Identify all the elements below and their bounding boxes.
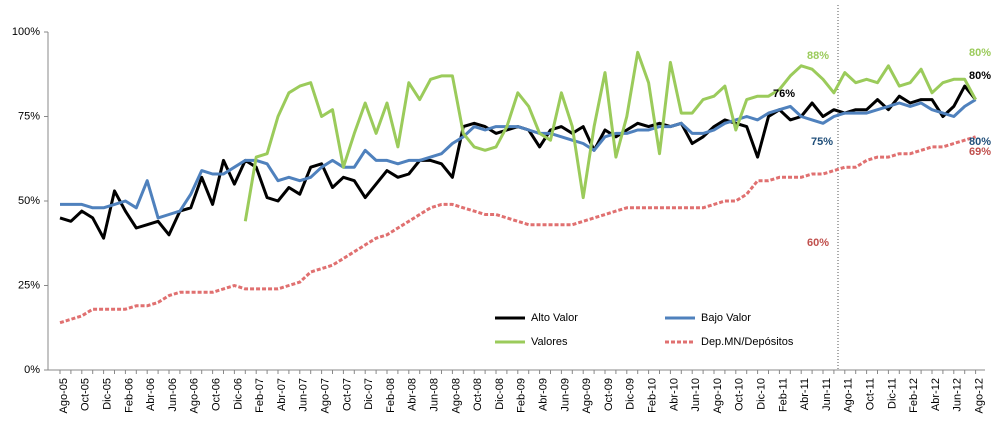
y-tick-label: 0%: [24, 364, 40, 376]
series-line: [60, 98, 977, 220]
x-tick-label: Abr-08: [407, 378, 419, 411]
x-tick-label: Feb-08: [385, 378, 397, 413]
series-line: [59, 135, 977, 325]
x-tick-label: Abr-12: [930, 378, 942, 411]
legend-label: Bajo Valor: [701, 312, 751, 324]
x-tick-label: Jun-08: [429, 378, 441, 412]
x-tick-label: Ago-12: [974, 378, 986, 413]
x-tick-label: Jun-12: [952, 378, 964, 412]
x-tick-label: Abr-09: [538, 378, 550, 411]
x-tick-label: Jun-09: [559, 378, 571, 412]
x-tick-label: Dic-05: [102, 378, 114, 410]
x-tick-label: Dic-10: [756, 378, 768, 410]
x-tick-label: Jun-11: [821, 378, 833, 411]
x-tick-label: Ago-06: [189, 378, 201, 413]
y-tick-label: 100%: [12, 26, 40, 38]
x-tick-label: Ago-09: [581, 378, 593, 413]
x-tick-label: Feb-12: [908, 378, 920, 413]
x-tick-label: Jun-10: [690, 378, 702, 412]
x-tick-label: Feb-10: [647, 378, 659, 413]
x-tick-label: Abr-06: [145, 378, 157, 411]
x-tick-label: Dic-09: [625, 378, 637, 410]
x-tick-label: Ago-10: [712, 378, 724, 413]
annotation: 80%: [969, 136, 991, 148]
legend-label: Dep.MN/Depósitos: [701, 336, 794, 348]
y-tick-label: 25%: [18, 279, 40, 291]
x-tick-label: Feb-09: [516, 378, 528, 413]
x-tick-label: Ago-07: [320, 378, 332, 413]
y-tick-label: 75%: [18, 110, 40, 122]
series-line: [243, 50, 977, 222]
x-tick-label: Abr-10: [668, 378, 680, 411]
x-tick-label: Feb-06: [123, 378, 135, 413]
x-tick-label: Oct-07: [341, 378, 353, 411]
x-tick-label: Dic-07: [363, 378, 375, 410]
x-tick-label: Ago-08: [450, 378, 462, 413]
annotation: 75%: [811, 136, 833, 148]
annotation: 80%: [969, 70, 991, 82]
x-tick-label: Jun-06: [167, 378, 179, 412]
x-tick-label: Oct-10: [734, 378, 746, 411]
x-tick-label: Abr-07: [276, 378, 288, 411]
legend-label: Alto Valor: [531, 312, 578, 324]
x-tick-label: Dic-11: [886, 378, 898, 409]
annotation: 69%: [969, 146, 991, 158]
x-tick-label: Dic-08: [494, 378, 506, 410]
legend-label: Valores: [531, 336, 568, 348]
x-tick-label: Oct-11: [865, 378, 877, 410]
x-tick-label: Feb-07: [254, 378, 266, 413]
y-tick-label: 50%: [18, 195, 40, 207]
x-tick-label: Abr-11: [799, 378, 811, 410]
annotation: 76%: [773, 88, 795, 100]
x-tick-label: Ago-05: [58, 378, 70, 413]
x-tick-label: Dic-06: [232, 378, 244, 410]
x-tick-label: Oct-08: [472, 378, 484, 411]
x-tick-label: Feb-11: [777, 378, 789, 412]
annotation: 80%: [969, 47, 991, 59]
annotation: 88%: [807, 50, 829, 62]
x-tick-label: Oct-06: [211, 378, 223, 411]
x-tick-label: Jun-07: [298, 378, 310, 412]
x-tick-label: Oct-09: [603, 378, 615, 411]
annotation: 60%: [807, 237, 829, 249]
x-tick-label: Oct-05: [80, 378, 92, 411]
x-tick-label: Ago-11: [843, 378, 855, 413]
